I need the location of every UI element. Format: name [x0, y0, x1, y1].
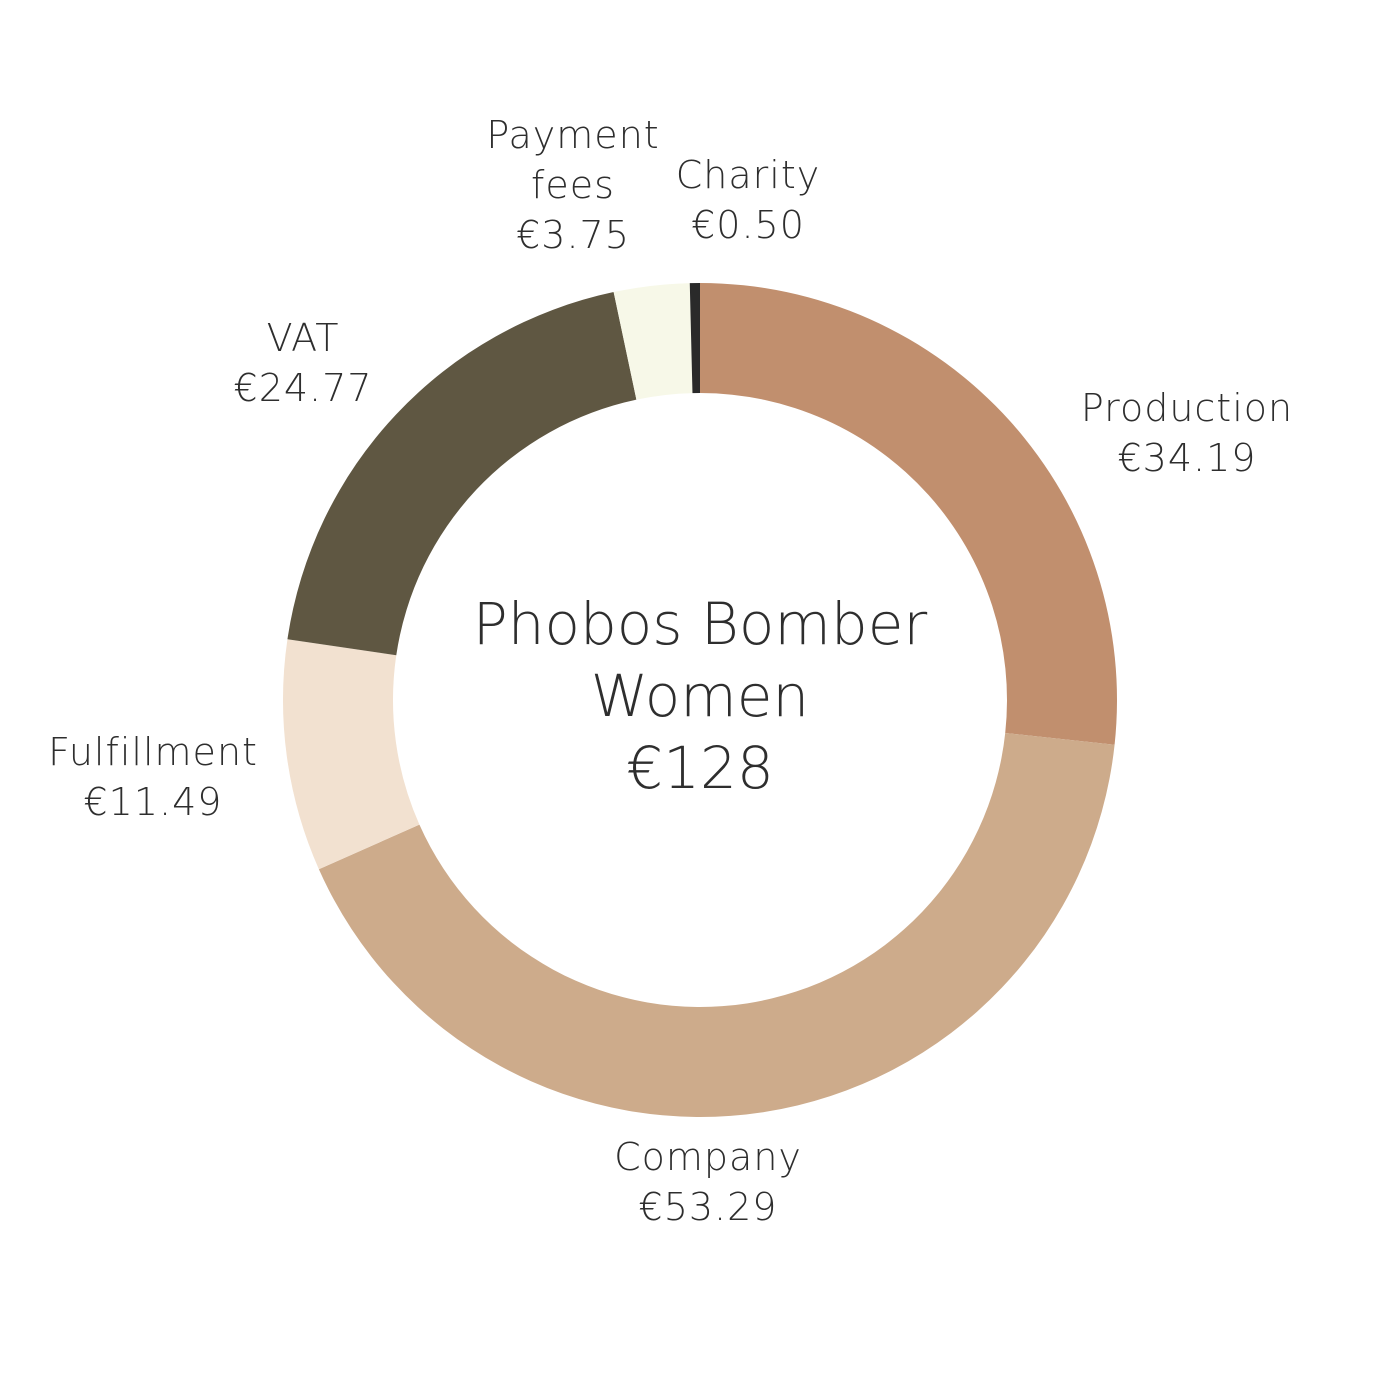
slice-vat — [287, 292, 637, 656]
slice-value: €53.29 — [638, 1185, 778, 1229]
data-label-vat: VAT €24.77 — [234, 313, 373, 413]
data-label-fulfillment: Fulfillment €11.49 — [48, 727, 258, 827]
slice-charity — [689, 283, 700, 394]
data-label-charity: Charity €0.50 — [676, 150, 820, 250]
slice-fulfillment — [282, 639, 420, 870]
slice-name: Charity — [675, 153, 821, 197]
slice-value: €11.49 — [83, 780, 223, 824]
slice-value: €34.19 — [1117, 436, 1257, 480]
slice-name: VAT — [266, 316, 340, 360]
data-label-production: Production €34.19 — [1081, 383, 1293, 483]
center-label: Phobos Bomber Women €128 — [400, 588, 1000, 804]
data-label-payment-fees: Payment fees €3.75 — [458, 110, 688, 260]
slice-value: €24.77 — [233, 366, 373, 410]
slice-value: €3.75 — [516, 213, 630, 257]
slice-value: €0.50 — [691, 203, 805, 247]
chart-total: €128 — [626, 734, 774, 802]
slice-company — [318, 732, 1115, 1118]
slice-payment-fees — [613, 283, 693, 400]
chart-title: Phobos Bomber Women — [472, 590, 928, 730]
slice-name: Production — [1080, 386, 1294, 430]
slice-name: Company — [614, 1135, 802, 1179]
data-label-company: Company €53.29 — [614, 1132, 802, 1232]
slice-name: Payment fees — [486, 113, 660, 207]
slice-production — [700, 283, 1117, 745]
slice-name: Fulfillment — [48, 730, 258, 774]
